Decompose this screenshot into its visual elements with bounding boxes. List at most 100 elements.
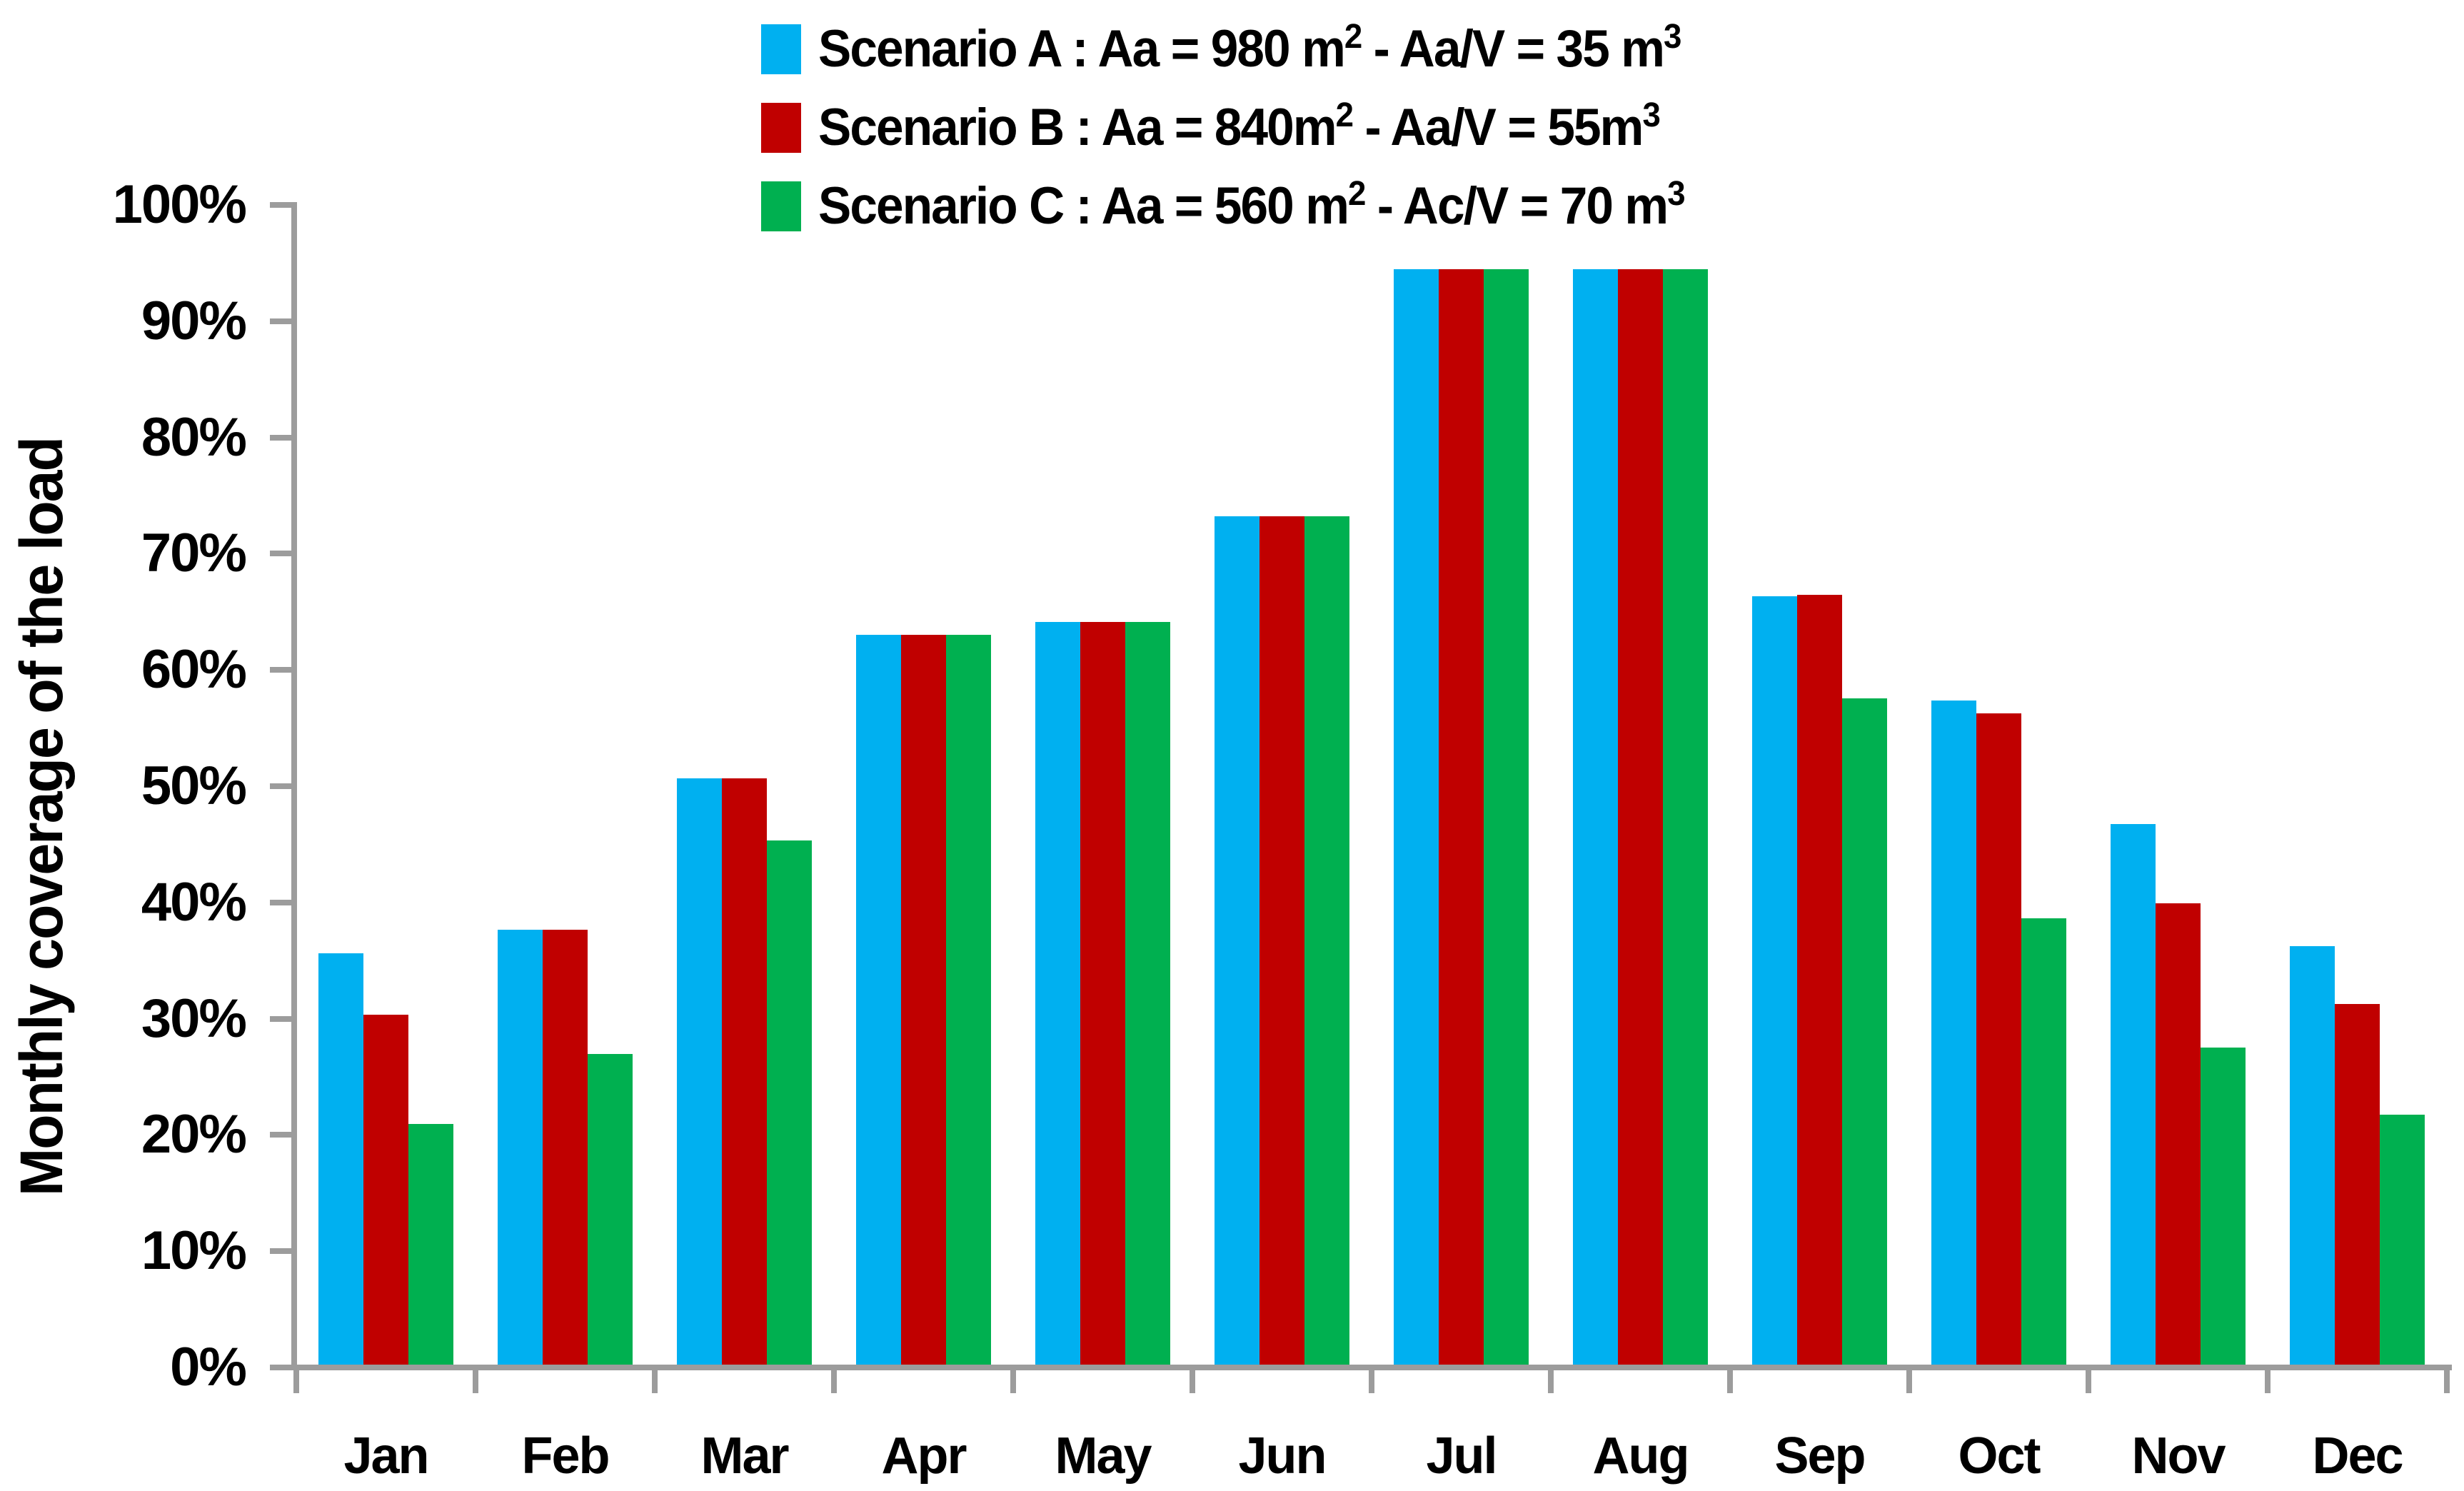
bar-scenario-b-sep [1797,595,1842,1365]
x-tick [1548,1365,1554,1393]
legend-swatch [761,24,801,74]
bar-scenario-a-jan [318,953,363,1365]
x-tick [1727,1365,1733,1393]
x-tick-label-apr: Apr [881,1427,967,1485]
x-tick-label-sep: Sep [1774,1427,1866,1485]
legend-item-scenario-b: Scenario B : Aa = 840m2 - Aa/V = 55m3 [761,96,1729,154]
y-tick [270,318,294,324]
y-tick-label: 40% [141,871,247,933]
x-tick-label-mar: Mar [700,1427,789,1485]
x-tick [1906,1365,1912,1393]
bar-scenario-c-jan [408,1124,453,1365]
bar-scenario-c-may [1125,622,1170,1365]
y-tick-label: 70% [141,523,247,584]
x-tick-label-dec: Dec [2312,1427,2403,1485]
bar-scenario-b-jan [363,1015,408,1365]
bar-scenario-b-mar [722,778,767,1365]
legend-label-part: 2 [1335,96,1354,134]
legend-label-part: Scenario B : Aa = 840m [818,99,1337,156]
bar-scenario-a-jul [1394,269,1439,1365]
bar-scenario-c-aug [1663,269,1708,1365]
legend-swatch [761,181,801,231]
x-tick-label-aug: Aug [1592,1427,1690,1485]
x-tick [293,1365,299,1393]
x-tick [1369,1365,1374,1393]
bar-scenario-b-jun [1259,516,1304,1365]
y-tick-label: 80% [141,406,247,468]
bar-scenario-a-nov [2111,824,2156,1365]
legend: Scenario A : Aa = 980 m2 - Aa/V = 35 m3 S… [761,18,1729,260]
legend-label-part: 3 [1664,18,1681,56]
y-tick-label: 100% [112,174,247,235]
y-tick [270,434,294,441]
y-tick [270,1132,294,1138]
x-tick-label-nov: Nov [2131,1427,2226,1485]
y-tick [270,551,294,557]
bar-scenario-b-aug [1618,269,1663,1365]
bar-scenario-b-oct [1976,713,2021,1365]
legend-label-part: Scenario C : Aa = 560 m [818,177,1349,235]
y-tick [270,667,294,673]
bar-scenario-a-jun [1215,516,1259,1365]
x-tick [2444,1365,2450,1393]
legend-label-part: 3 [1667,175,1685,213]
y-tick [270,899,294,905]
x-tick-label-jan: Jan [343,1427,429,1485]
x-tick-label-jun: Jun [1238,1427,1327,1485]
x-tick-label-jul: Jul [1426,1427,1497,1485]
x-tick-label-oct: Oct [1958,1427,2041,1485]
bar-scenario-c-dec [2380,1115,2425,1365]
legend-label: Scenario B : Aa = 840m2 - Aa/V = 55m3 [818,96,1661,159]
y-tick [270,783,294,789]
bar-scenario-a-oct [1931,701,1976,1365]
x-tick-label-may: May [1055,1427,1152,1485]
bar-scenario-b-jul [1439,269,1484,1365]
bar-scenario-c-jul [1484,269,1529,1365]
bar-scenario-c-apr [946,635,991,1365]
legend-label: Scenario A : Aa = 980 m2 - Aa/V = 35 m3 [818,18,1681,81]
bar-scenario-c-jun [1304,516,1349,1365]
y-tick-label: 30% [141,988,247,1049]
x-tick [2265,1365,2271,1393]
y-tick-label: 0% [170,1337,247,1397]
y-tick-label: 60% [141,639,247,701]
y-tick-label: 20% [141,1104,247,1165]
x-tick [831,1365,837,1393]
y-tick-label: 50% [141,755,247,816]
y-tick [270,1015,294,1022]
bar-scenario-c-nov [2201,1048,2246,1365]
bar-scenario-a-aug [1573,269,1618,1365]
x-tick [652,1365,658,1393]
bar-scenario-a-sep [1752,596,1797,1365]
bar-scenario-a-mar [677,778,722,1365]
y-tick [270,1248,294,1255]
bar-scenario-b-may [1080,622,1125,1365]
bar-scenario-c-feb [588,1054,633,1365]
legend-swatch [761,103,801,153]
legend-item-scenario-c: Scenario C : Aa = 560 m2 - Ac/V = 70 m3 [761,175,1729,233]
bar-scenario-a-feb [498,930,543,1365]
bar-scenario-a-apr [856,635,901,1365]
x-tick [1190,1365,1195,1393]
y-axis-line [291,202,297,1370]
y-tick [270,202,294,208]
legend-label-part: 2 [1344,18,1362,56]
bar-scenario-c-mar [767,840,812,1365]
bar-scenario-a-dec [2290,946,2335,1365]
y-tick-label: 90% [141,290,247,351]
bar-scenario-b-nov [2156,903,2201,1365]
y-tick [270,1365,294,1370]
legend-label: Scenario C : Aa = 560 m2 - Ac/V = 70 m3 [818,175,1686,238]
x-tick-label-feb: Feb [521,1427,610,1485]
bar-scenario-b-apr [901,635,946,1365]
bar-scenario-a-may [1035,622,1080,1365]
x-tick [1010,1365,1016,1393]
legend-label-part: Scenario A : Aa = 980 m [818,20,1346,78]
legend-label-part: - Aa/V = 35 m [1361,20,1665,78]
x-tick [473,1365,478,1393]
bar-scenario-c-sep [1842,698,1887,1365]
bar-scenario-b-dec [2335,1004,2380,1365]
legend-label-part: 3 [1642,96,1660,134]
bar-scenario-c-oct [2021,918,2066,1365]
